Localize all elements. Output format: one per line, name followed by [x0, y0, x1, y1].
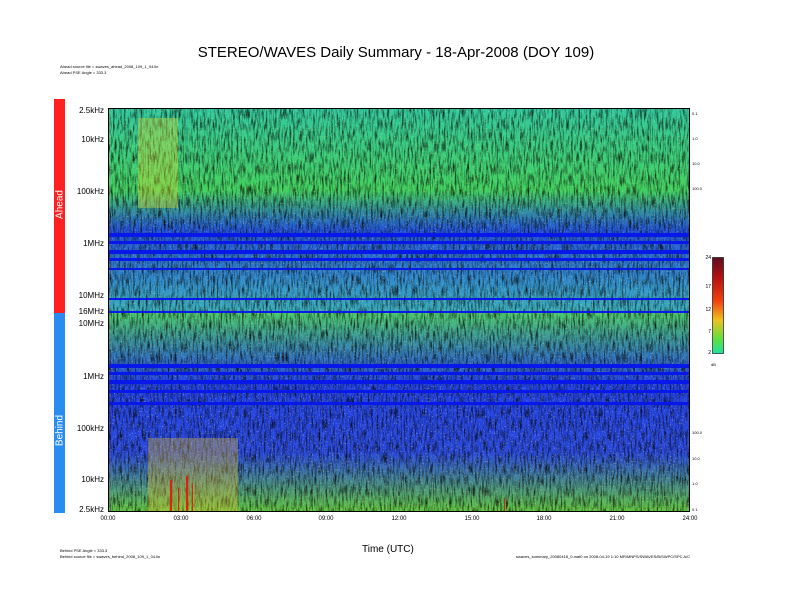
behind-ytick-label: 100kHz — [76, 424, 104, 433]
xtick-label: 12:00 — [391, 516, 407, 522]
xtick-label: 15:00 — [464, 516, 480, 522]
xtick-label: 09:00 — [318, 516, 334, 522]
ahead-ytick-label: 16MHz — [78, 307, 104, 316]
colorbar-tick: 24 — [705, 255, 711, 261]
right-axis-label: 1.0 — [692, 136, 698, 141]
ahead-pse-text: Ahead PSE Angle = 333.3 — [60, 70, 107, 75]
behind-source-text: Behind source file = swaves_behind_2008_… — [60, 554, 161, 559]
colorbar-tick: 7 — [708, 329, 711, 335]
behind-pse-text: Behind PSE Angle = 333.3 — [60, 548, 108, 553]
xtick-label: 00:00 — [100, 516, 116, 522]
spectrogram-plot — [108, 108, 690, 512]
ahead-ytick-label: 1MHz — [83, 239, 104, 248]
behind-ytick-label: 10MHz — [78, 319, 104, 328]
xtick-label: 06:00 — [246, 516, 262, 522]
xtick-label: 03:00 — [173, 516, 189, 522]
ahead-ytick-label: 2.5kHz — [79, 106, 104, 115]
right-axis-label: 1.0 — [692, 481, 698, 486]
colorbar-unit: dB — [711, 362, 716, 367]
colorbar-tick: 2 — [708, 350, 711, 356]
xtick-label: 18:00 — [536, 516, 552, 522]
footer-run-info: swaves_summary_20080418_0.mat0 on 2008-0… — [516, 554, 691, 559]
colorbar — [712, 257, 724, 354]
ahead-source-text: Ahead source file = swaves_ahead_2008_10… — [60, 64, 159, 69]
behind-ytick-label: 2.5kHz — [79, 505, 104, 514]
ahead-label: Ahead — [54, 190, 66, 219]
ahead-band — [54, 99, 65, 313]
x-axis-title: Time (UTC) — [362, 544, 414, 555]
chart-title: STEREO/WAVES Daily Summary - 18-Apr-2008… — [197, 44, 595, 61]
behind-band — [54, 313, 65, 513]
ahead-ytick-label: 10MHz — [78, 291, 104, 300]
xtick-label: 21:00 — [609, 516, 625, 522]
colorbar-tick: 17 — [705, 284, 711, 290]
behind-ytick-label: 10kHz — [81, 475, 104, 484]
xtick-label: 24:00 — [682, 516, 698, 522]
right-axis-label: 0.1 — [692, 507, 698, 512]
right-axis-label: 0.1 — [692, 111, 698, 116]
ahead-ytick-label: 10kHz — [81, 135, 104, 144]
colorbar-tick: 12 — [705, 307, 711, 313]
right-axis-label: 10.0 — [692, 161, 700, 166]
right-axis-label: 100.0 — [692, 430, 703, 435]
right-axis-label: 10.0 — [692, 456, 700, 461]
behind-ytick-label: 1MHz — [83, 372, 104, 381]
ahead-ytick-label: 100kHz — [76, 187, 104, 196]
right-axis-label: 100.0 — [692, 186, 703, 191]
